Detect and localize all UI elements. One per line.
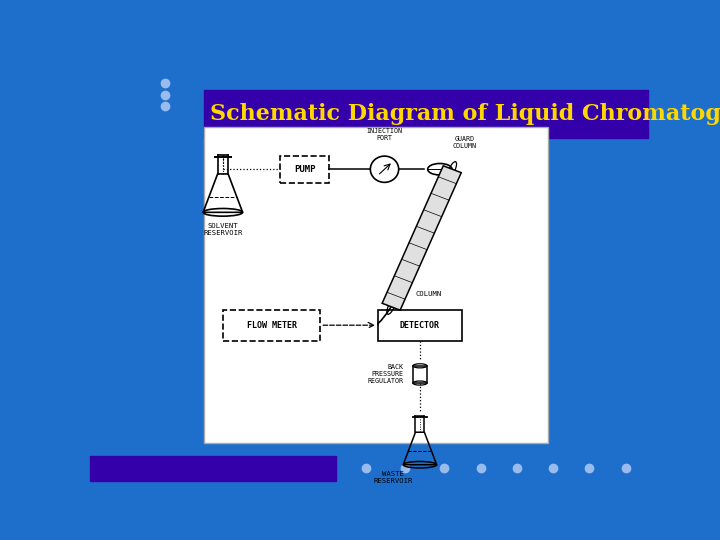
Text: WASTE
RESERVOIR: WASTE RESERVOIR (374, 471, 413, 484)
Bar (204, 127, 547, 443)
Text: BACK
PRESSURE
REGULATOR: BACK PRESSURE REGULATOR (367, 364, 403, 384)
Bar (413, 366, 427, 383)
Text: Schematic Diagram of Liquid Chromatography: Schematic Diagram of Liquid Chromatograp… (210, 103, 720, 125)
Bar (223, 310, 320, 341)
Bar (281, 156, 329, 183)
Polygon shape (382, 166, 462, 310)
Text: SOLVENT
RESERVOIR: SOLVENT RESERVOIR (203, 222, 243, 235)
Text: FLOW METER: FLOW METER (246, 321, 297, 330)
Bar (378, 310, 462, 341)
Text: INJECTION
PORT: INJECTION PORT (366, 127, 402, 140)
Bar (204, 90, 648, 138)
Bar (90, 456, 336, 481)
Text: DETECTOR: DETECTOR (400, 321, 440, 330)
Text: GUARD
COLUMN: GUARD COLUMN (452, 136, 476, 148)
Text: PUMP: PUMP (294, 165, 315, 174)
Text: COLUMN: COLUMN (415, 292, 442, 298)
